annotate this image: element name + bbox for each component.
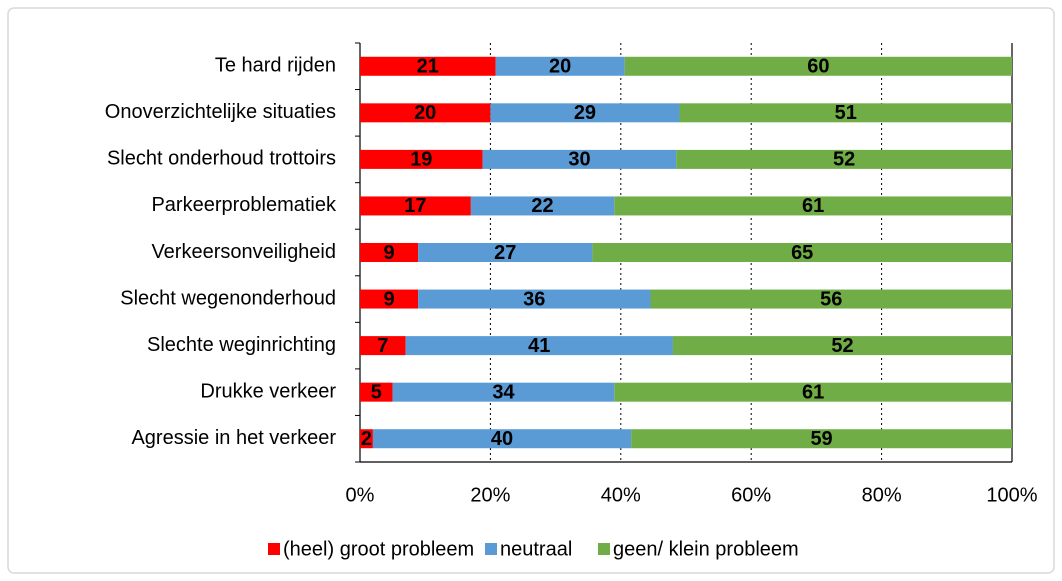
bar-segment [495, 56, 625, 76]
bar-segment [360, 149, 483, 169]
data-label: 5 [371, 381, 382, 403]
data-label: 19 [410, 149, 432, 171]
bar-segment [624, 56, 1012, 76]
y-tick-label: Slechte weginrichting [147, 334, 336, 356]
bar-segment [672, 336, 1012, 356]
y-tick-label: Onoverzichtelijke situaties [105, 101, 336, 123]
x-tick-label: 20% [470, 484, 510, 506]
legend-label: (heel) groot probleem [283, 538, 474, 560]
bar-segment [679, 103, 1012, 123]
bar-segment [360, 103, 491, 123]
data-label: 34 [492, 381, 515, 403]
y-tick-label: Verkeersonveiligheid [151, 241, 336, 263]
bar-segment [592, 243, 1012, 262]
bar-segment [490, 103, 680, 123]
bar-segment [360, 289, 419, 309]
bar-segment [360, 429, 373, 449]
data-label: 2 [361, 428, 372, 450]
bar-segment [418, 289, 651, 309]
data-label: 27 [494, 242, 516, 264]
legend-swatch [268, 543, 280, 555]
data-label: 52 [831, 335, 853, 357]
x-tick-label: 60% [731, 484, 771, 506]
data-label: 65 [791, 242, 813, 264]
data-label: 59 [810, 428, 832, 450]
data-label: 21 [417, 56, 439, 78]
data-label: 40 [491, 428, 513, 450]
x-tick-label: 0% [346, 484, 375, 506]
y-tick-label: Parkeerproblematiek [151, 194, 337, 216]
data-label: 51 [835, 102, 857, 124]
y-tick-label: Slecht wegenonderhoud [120, 287, 336, 309]
x-tick-label: 100% [986, 484, 1037, 506]
legend-swatch [485, 543, 497, 555]
data-label: 17 [404, 195, 426, 217]
data-label: 29 [574, 102, 596, 124]
data-label: 41 [528, 335, 550, 357]
data-label: 61 [802, 195, 824, 217]
data-label: 20 [414, 102, 436, 124]
bar-segment [360, 382, 393, 402]
x-tick-label: 80% [862, 484, 902, 506]
bar-segment [372, 429, 632, 449]
bar-segment [360, 243, 419, 262]
y-tick-label: Te hard rijden [215, 55, 336, 77]
data-label: 60 [807, 56, 829, 78]
x-tick-label: 40% [601, 484, 641, 506]
bar-segment [676, 149, 1012, 169]
data-label: 52 [833, 149, 855, 171]
bar-segment [360, 336, 406, 356]
legend-label: geen/ klein probleem [613, 538, 799, 560]
bar-segment [631, 429, 1012, 449]
bar-segment [392, 382, 615, 402]
bar-segment [418, 243, 593, 262]
bar-segment [650, 289, 1012, 309]
data-label: 56 [820, 288, 842, 310]
data-label: 30 [568, 149, 590, 171]
data-label: 61 [802, 381, 824, 403]
legend-swatch [598, 543, 610, 555]
bar-segment [482, 149, 677, 169]
y-tick-label: Drukke verkeer [200, 380, 336, 402]
data-label: 7 [377, 335, 388, 357]
legend-label: neutraal [500, 538, 572, 560]
data-label: 20 [549, 56, 571, 78]
data-label: 36 [523, 288, 545, 310]
data-label: 22 [531, 195, 553, 217]
bar-segment [470, 196, 615, 216]
y-tick-label: Slecht onderhoud trottoirs [107, 148, 336, 170]
bar-segment [360, 196, 471, 216]
bar-segment [614, 196, 1012, 216]
data-label: 9 [383, 288, 394, 310]
bar-segment [614, 382, 1012, 402]
data-label: 9 [383, 242, 394, 264]
bar-segment [360, 56, 496, 76]
bar-segment [405, 336, 673, 356]
y-tick-label: Agressie in het verkeer [131, 427, 336, 449]
